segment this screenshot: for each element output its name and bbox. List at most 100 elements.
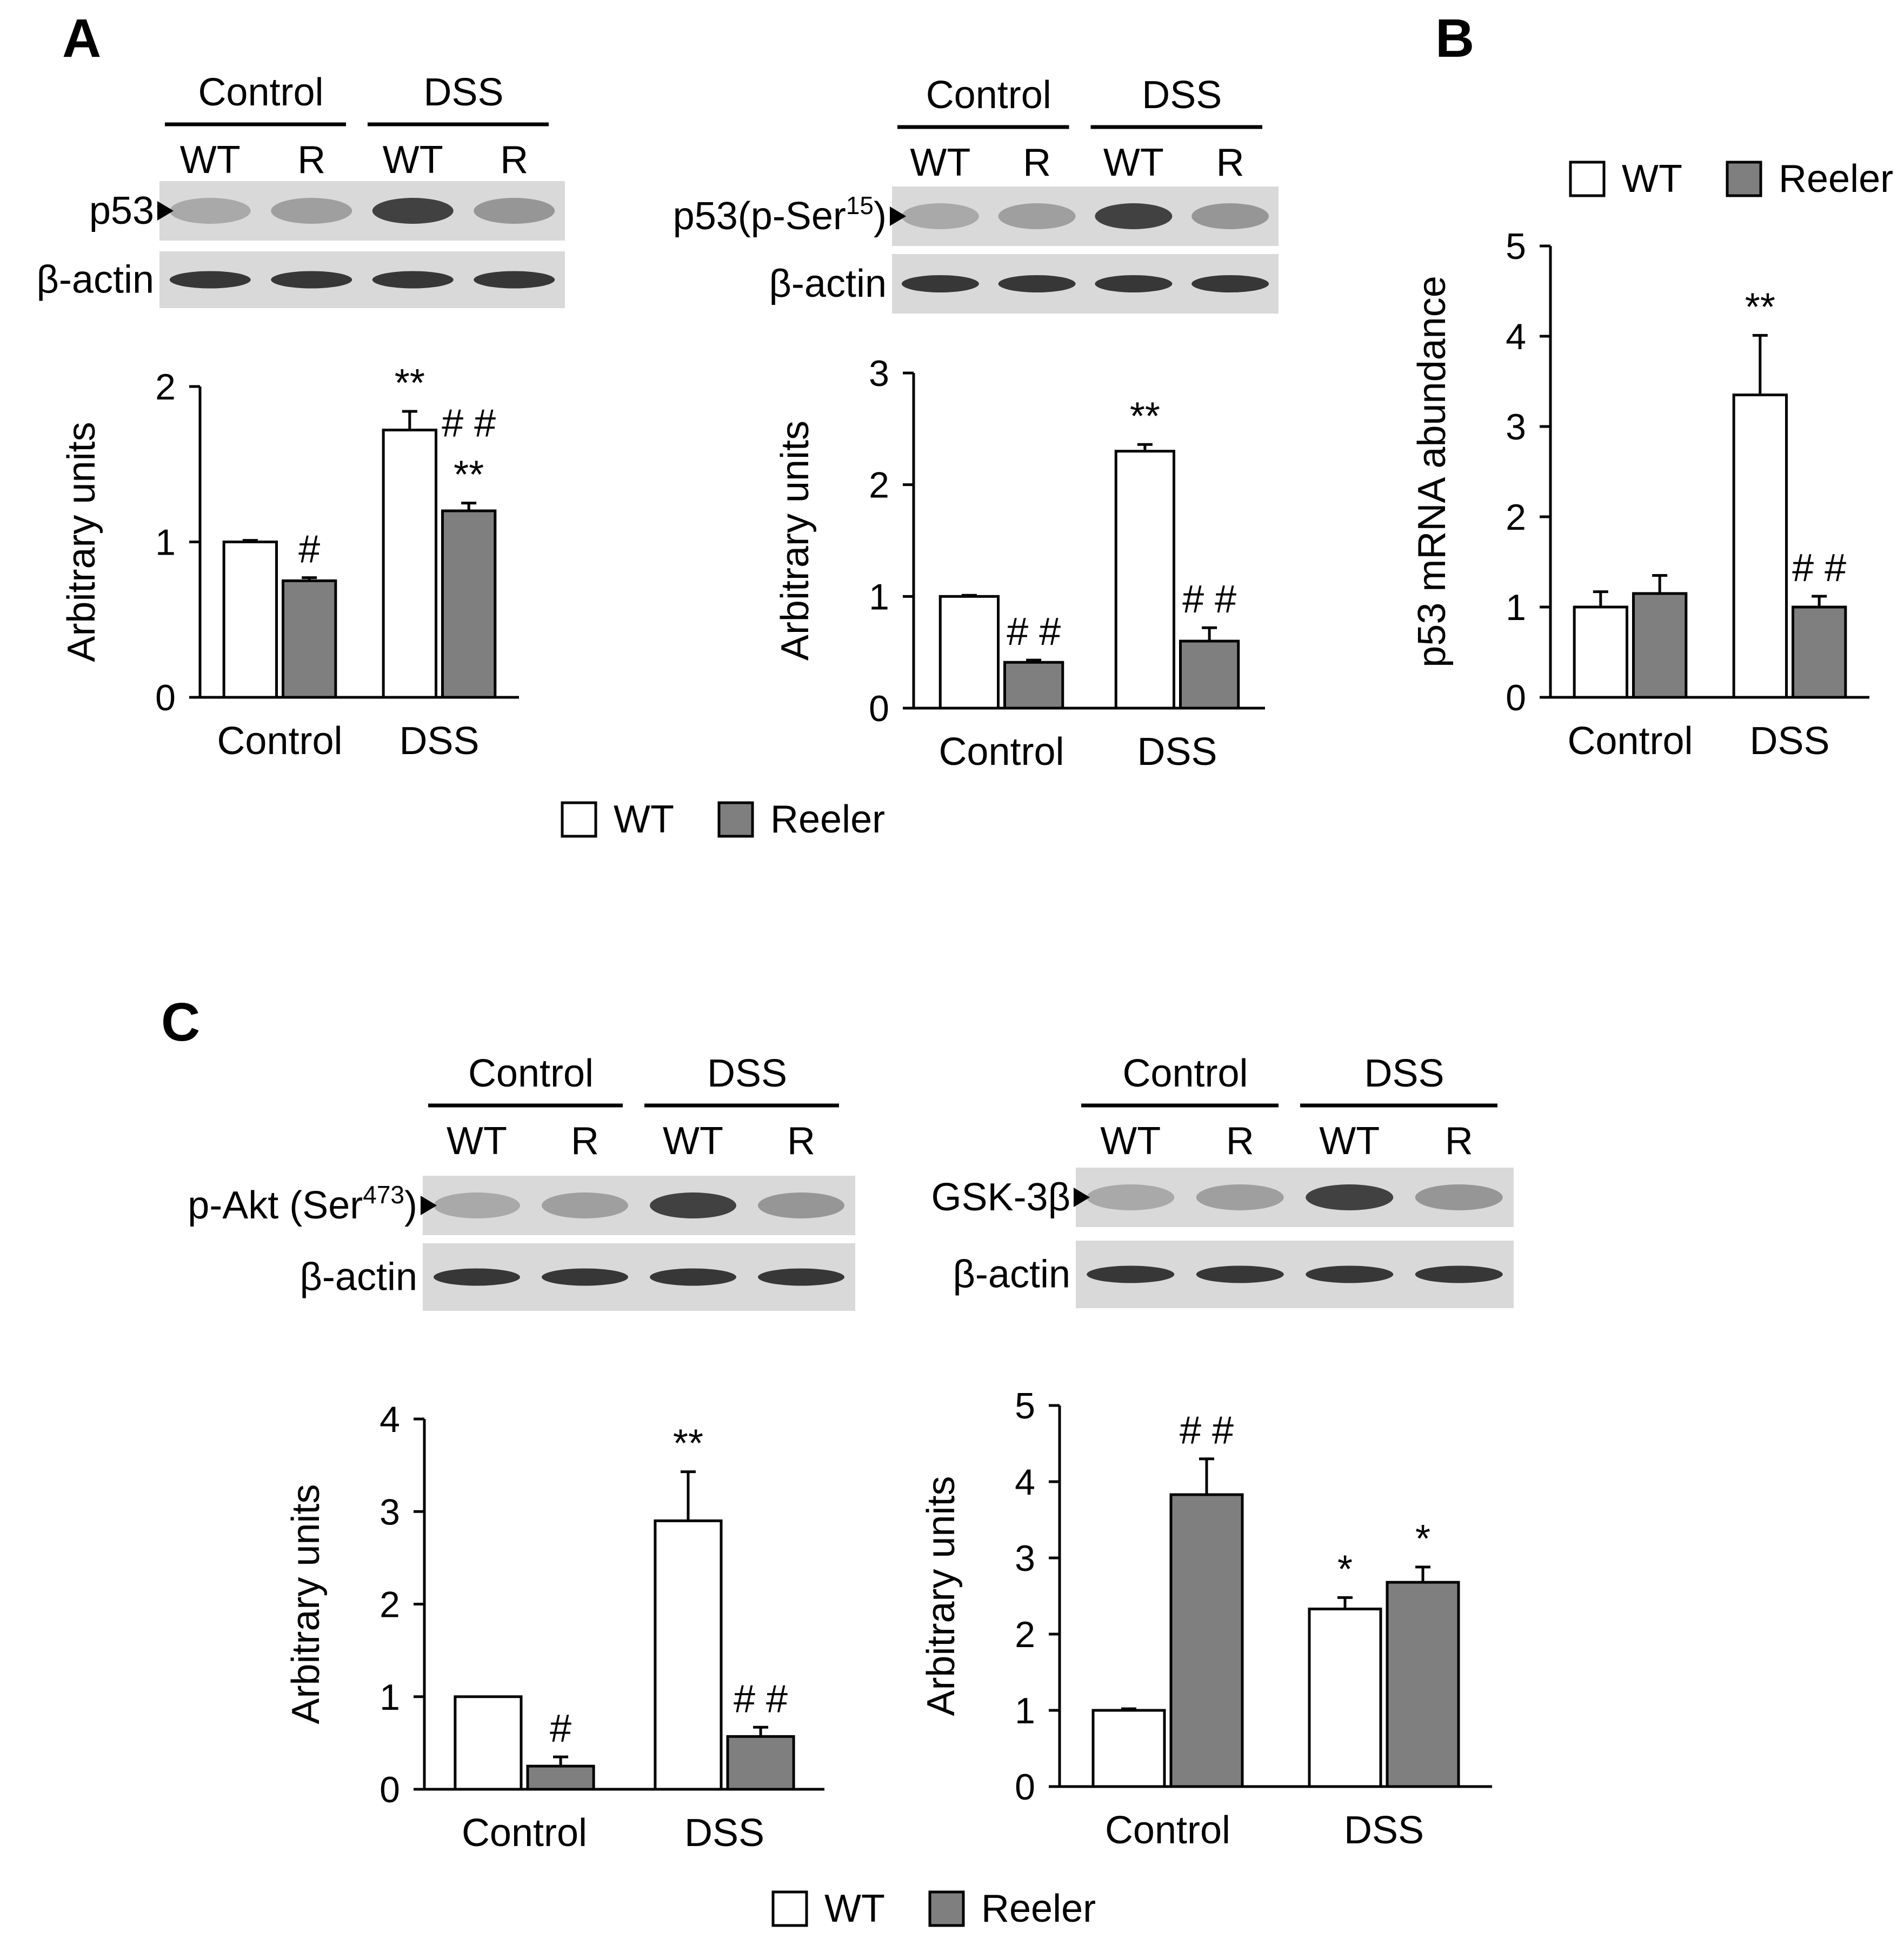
- blot-band: [1191, 275, 1269, 292]
- y-tick-label: 1: [155, 522, 176, 563]
- blot-band: [271, 271, 352, 289]
- blot-band: [1191, 203, 1269, 229]
- blot-group-label: Control: [198, 71, 323, 114]
- y-tick-label: 2: [869, 465, 889, 506]
- bar-reeler: [1386, 1581, 1460, 1788]
- blot-band: [650, 1268, 736, 1286]
- blot-band: [474, 271, 555, 289]
- bar-reeler: [1003, 661, 1064, 710]
- blot-lane-label: R: [1216, 141, 1244, 184]
- y-tick-label: 4: [1506, 316, 1526, 357]
- significance-mark: # #: [1792, 547, 1846, 590]
- y-tick-label: 2: [1015, 1614, 1035, 1655]
- blot-band: [1196, 1184, 1284, 1210]
- blot-group-label: DSS: [1142, 74, 1222, 117]
- blot-lane-label: R: [571, 1120, 599, 1163]
- blot-band: [434, 1192, 520, 1218]
- bar-reeler: [726, 1735, 795, 1791]
- blot-lane-label: WT: [447, 1120, 507, 1163]
- significance-mark: # #: [1182, 578, 1236, 621]
- blot-loading-label: β-actin: [300, 1256, 417, 1299]
- blot-band: [1415, 1184, 1503, 1210]
- bar-wt: [1091, 1709, 1166, 1788]
- y-axis-label: Arbitrary units: [920, 1476, 963, 1716]
- bar-wt: [654, 1519, 723, 1791]
- x-category-label: Control: [1567, 719, 1693, 763]
- y-tick-label: 1: [869, 576, 889, 617]
- x-category-label: Control: [938, 730, 1064, 774]
- blot-band: [372, 271, 454, 289]
- blot-band: [1306, 1265, 1394, 1283]
- blot-band: [1095, 275, 1173, 292]
- blot-lane-label: WT: [1100, 1120, 1161, 1163]
- x-category-label: Control: [217, 719, 342, 763]
- legend-swatch-reeler: [717, 801, 754, 838]
- blot-lane-label: WT: [663, 1120, 723, 1163]
- bar-wt: [1308, 1607, 1382, 1788]
- blot-loading-label: β-actin: [37, 258, 154, 302]
- y-axis-label: p53 mRNA abundance: [1410, 276, 1454, 668]
- blot-protein-label: p53: [89, 189, 154, 232]
- panel-letter-c: C: [161, 992, 200, 1052]
- bar-reeler: [282, 579, 337, 699]
- legend-label-reeler: Reeler: [770, 798, 885, 841]
- legend-swatch-wt: [561, 801, 597, 838]
- significance-mark: *: [1415, 1517, 1430, 1561]
- blot-group-label: DSS: [707, 1052, 787, 1095]
- legend-label-wt: WT: [1622, 157, 1682, 201]
- blot-group-label: Control: [926, 74, 1051, 117]
- blot-lane-label: R: [1023, 141, 1051, 184]
- blot-band: [758, 1192, 844, 1218]
- bar-wt: [1114, 450, 1175, 710]
- significance-mark: # #: [442, 402, 496, 445]
- y-tick-label: 1: [380, 1677, 400, 1718]
- y-tick-label: 1: [1506, 587, 1526, 628]
- blot-band: [474, 198, 555, 224]
- y-tick-label: 4: [1015, 1462, 1035, 1503]
- significance-mark: #: [550, 1707, 571, 1750]
- y-tick-label: 3: [380, 1491, 400, 1532]
- y-tick-label: 3: [1015, 1538, 1035, 1579]
- blot-lane-label: WT: [383, 138, 443, 182]
- x-category-label: DSS: [399, 719, 479, 763]
- blot-group-label: DSS: [423, 71, 503, 114]
- blot-lane-label: R: [297, 138, 325, 182]
- legend-swatch-reeler: [1726, 161, 1762, 197]
- blot-band: [901, 275, 979, 292]
- blot-group-label: DSS: [1364, 1052, 1444, 1095]
- y-tick-label: 4: [380, 1399, 400, 1440]
- significance-mark: **: [673, 1422, 703, 1465]
- y-tick-label: 0: [869, 688, 889, 729]
- significance-mark: **: [395, 362, 425, 405]
- significance-mark: # #: [1180, 1409, 1234, 1452]
- blot-band: [169, 271, 251, 289]
- blot-loading-label: β-actin: [769, 262, 887, 305]
- legend-label-wt: WT: [824, 1887, 885, 1930]
- blot-band: [542, 1192, 628, 1218]
- significance-mark: # #: [734, 1677, 788, 1721]
- legend-swatch-reeler: [928, 1890, 965, 1927]
- blot-band: [542, 1268, 628, 1286]
- blot-band: [271, 198, 352, 224]
- y-tick-label: 2: [380, 1584, 400, 1625]
- blot-lane-label: WT: [1319, 1120, 1380, 1163]
- bar-wt: [454, 1695, 523, 1791]
- arrowhead-icon: [421, 1196, 437, 1215]
- y-axis-label: Arbitrary units: [774, 421, 817, 661]
- bar-reeler: [1792, 605, 1847, 699]
- y-tick-label: 3: [869, 353, 889, 394]
- x-category-label: DSS: [1749, 719, 1829, 763]
- legend-swatch-wt: [771, 1890, 808, 1927]
- y-tick-label: 0: [1506, 677, 1526, 718]
- significance-mark: **: [1130, 395, 1160, 438]
- legend-label-reeler: Reeler: [1779, 157, 1893, 201]
- bar-reeler: [1179, 639, 1240, 710]
- y-tick-label: 3: [1506, 407, 1526, 448]
- arrowhead-icon: [1074, 1188, 1090, 1207]
- bar-reeler: [526, 1764, 595, 1791]
- bar-wt: [222, 541, 278, 699]
- panel-letter-b: B: [1435, 8, 1474, 69]
- blot-band: [169, 198, 251, 224]
- legend: [1569, 161, 1762, 197]
